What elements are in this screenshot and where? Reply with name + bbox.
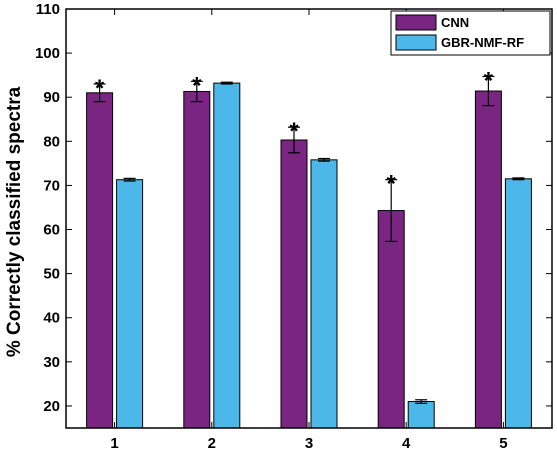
bar-cnn-4 <box>377 210 405 429</box>
y-tick-label-90: 90 <box>43 89 60 106</box>
x-tick-label-1: 1 <box>110 435 118 452</box>
x-tick-label-3: 3 <box>305 435 313 452</box>
significance-marker-5: * <box>484 67 494 94</box>
x-tick-label-5: 5 <box>499 435 507 452</box>
bar-gbr-nmf-rf-1 <box>116 179 144 429</box>
y-tick-label-100: 100 <box>35 45 60 62</box>
significance-marker-2: * <box>192 72 202 99</box>
bars-layer: * * * * * <box>86 67 532 429</box>
legend-label-gbr-nmf-rf: GBR-NMF-RF <box>441 35 524 50</box>
legend-swatch-cnn <box>395 14 437 31</box>
bar-cnn-2 <box>183 90 211 429</box>
significance-marker-3: * <box>289 118 299 145</box>
bar-cnn-3 <box>280 139 308 429</box>
y-tick-label-70: 70 <box>43 177 60 194</box>
bar-gbr-nmf-rf-5 <box>504 178 532 429</box>
legend-label-cnn: CNN <box>441 15 469 30</box>
bar-gbr-nmf-rf-3 <box>310 159 338 429</box>
y-tick-label-20: 20 <box>43 398 60 415</box>
legend: CNN GBR-NMF-RF <box>390 10 551 56</box>
y-tick-label-40: 40 <box>43 310 60 327</box>
y-axis-title: % Correctly classified spectra <box>4 86 25 357</box>
y-tick-label-30: 30 <box>43 354 60 371</box>
y-tick-label-110: 110 <box>36 1 60 18</box>
axes-layer: 20 30 40 50 60 70 80 90 100 110 1 2 3 4 5 <box>35 1 553 452</box>
legend-swatch-gbr-nmf-rf <box>395 34 437 51</box>
y-tick-label-80: 80 <box>43 133 60 150</box>
x-tick-label-2: 2 <box>208 435 216 452</box>
x-tick-label-4: 4 <box>402 435 411 452</box>
bar-cnn-5 <box>474 90 502 429</box>
y-tick-label-50: 50 <box>43 266 60 283</box>
bar-cnn-1 <box>86 92 114 429</box>
significance-marker-4: * <box>387 171 397 198</box>
bar-gbr-nmf-rf-4 <box>407 401 435 429</box>
y-tick-label-60: 60 <box>43 222 60 239</box>
bar-gbr-nmf-rf-2 <box>213 82 241 429</box>
significance-marker-1: * <box>95 75 105 102</box>
